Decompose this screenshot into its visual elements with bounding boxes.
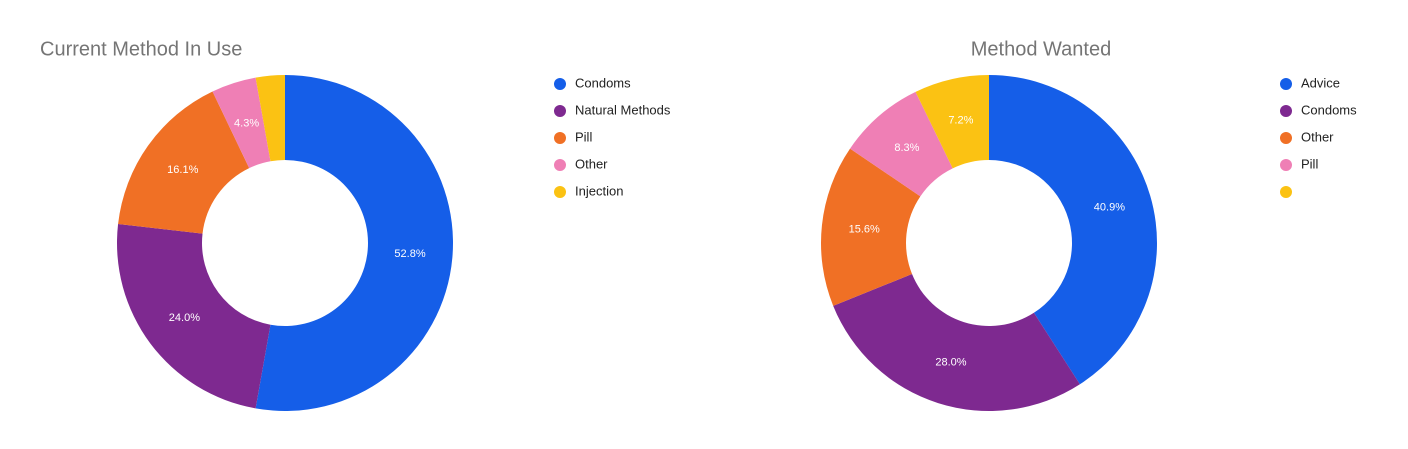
slice-label: 7.2% bbox=[948, 115, 973, 127]
legend-swatch bbox=[1280, 159, 1292, 171]
legend-swatch bbox=[554, 105, 566, 117]
chart-title: Current Method In Use bbox=[40, 38, 242, 60]
slice bbox=[821, 148, 921, 306]
slice-label: 24.0% bbox=[169, 312, 200, 324]
slice bbox=[989, 75, 1157, 385]
legend-label: Advice bbox=[1301, 75, 1340, 90]
slice bbox=[915, 75, 989, 169]
legend-label: Condoms bbox=[1301, 102, 1357, 117]
slice-label: 8.3% bbox=[894, 142, 919, 154]
legend-swatch bbox=[554, 186, 566, 198]
legend-label: Other bbox=[575, 156, 608, 171]
legend-swatch bbox=[554, 78, 566, 90]
slice bbox=[255, 75, 454, 411]
legend-label: Condoms bbox=[575, 75, 631, 90]
legend-swatch bbox=[1280, 132, 1292, 144]
legend-swatch bbox=[1280, 186, 1292, 198]
slice bbox=[212, 77, 271, 169]
slice-label: 52.8% bbox=[394, 248, 425, 260]
legend-swatch bbox=[554, 132, 566, 144]
legend-label: Injection bbox=[575, 183, 623, 198]
legend-swatch bbox=[554, 159, 566, 171]
legend-label: Pill bbox=[1301, 156, 1318, 171]
slice-label: 4.3% bbox=[234, 117, 259, 129]
legend-label: Pill bbox=[575, 129, 592, 144]
slice bbox=[118, 91, 250, 234]
legend-swatch bbox=[1280, 105, 1292, 117]
legend-label: Other bbox=[1301, 129, 1334, 144]
slice bbox=[850, 91, 953, 197]
legend-swatch bbox=[1280, 78, 1292, 90]
slice-label: 28.0% bbox=[935, 357, 966, 369]
slice-label: 16.1% bbox=[167, 164, 198, 176]
legend-label: Natural Methods bbox=[575, 102, 671, 117]
chart-title: Method Wanted bbox=[971, 38, 1111, 60]
slice-label: 40.9% bbox=[1094, 202, 1125, 214]
slice bbox=[117, 224, 271, 409]
slice bbox=[255, 75, 285, 162]
slice bbox=[833, 274, 1080, 411]
slice-label: 15.6% bbox=[849, 224, 880, 236]
